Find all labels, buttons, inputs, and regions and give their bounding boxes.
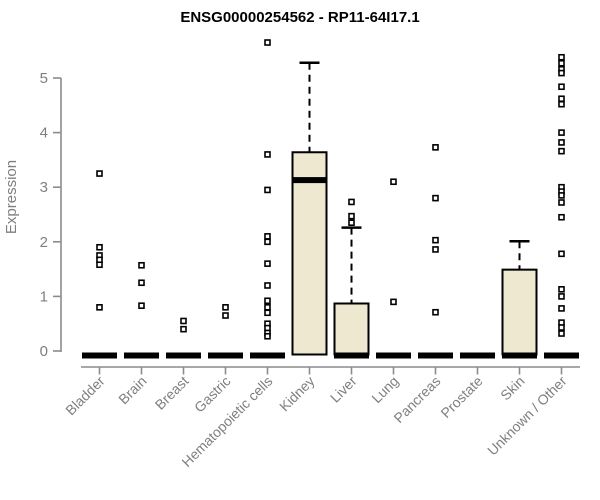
- outlier-point: [96, 304, 103, 311]
- outlier-point: [558, 293, 565, 300]
- outlier-point: [264, 297, 271, 305]
- y-tick-label: 3: [40, 179, 48, 196]
- x-tick-label: Pancreas: [390, 373, 443, 426]
- outlier-point: [264, 332, 271, 340]
- median-line: [502, 352, 537, 359]
- median-line: [166, 352, 201, 359]
- x-tick-label: Kidney: [276, 373, 318, 415]
- y-tick-label: 0: [40, 343, 48, 360]
- outlier-point: [180, 317, 187, 325]
- x-tick-label: Lung: [368, 373, 401, 406]
- outlier-point: [138, 279, 145, 287]
- outlier-point: [558, 213, 565, 221]
- median-line: [250, 352, 285, 359]
- y-tick-label: 5: [40, 70, 48, 87]
- x-tick-label: Brain: [115, 373, 149, 407]
- outlier-point: [558, 100, 565, 108]
- outlier-point: [264, 238, 271, 246]
- outlier-point: [264, 233, 271, 240]
- outlier-point: [432, 246, 439, 253]
- outlier-point: [138, 302, 145, 309]
- outlier-point: [138, 261, 145, 269]
- outlier-point: [264, 186, 271, 194]
- x-tick-label: Prostate: [437, 373, 485, 421]
- outlier-point: [558, 286, 565, 293]
- x-tick-label: Breast: [152, 373, 192, 413]
- outlier-point: [558, 95, 565, 103]
- median-line: [208, 352, 243, 359]
- y-axis-label: Expression: [3, 160, 20, 234]
- outlier-point: [558, 53, 565, 61]
- outlier-point: [264, 151, 271, 158]
- median-line: [82, 352, 117, 359]
- outlier-point: [432, 144, 439, 151]
- median-line: [376, 352, 411, 359]
- median-line: [544, 352, 579, 359]
- outlier-point: [558, 199, 565, 206]
- outlier-point: [558, 69, 565, 77]
- outlier-point: [348, 219, 355, 226]
- outlier-point: [558, 324, 565, 331]
- outlier-point: [558, 129, 565, 136]
- outlier-point: [96, 170, 103, 177]
- outlier-point: [222, 312, 229, 319]
- outlier-point: [348, 198, 355, 206]
- chart-title: ENSG00000254562 - RP11-64I17.1: [180, 9, 419, 26]
- outlier-point: [264, 282, 271, 289]
- median-line: [124, 352, 159, 359]
- x-tick-label: Bladder: [62, 373, 108, 419]
- y-tick-label: 4: [40, 125, 48, 142]
- box-skin: [501, 268, 538, 356]
- x-tick-label: Liver: [327, 373, 360, 406]
- outlier-point: [558, 250, 565, 258]
- outlier-point: [390, 178, 397, 186]
- median-line: [334, 352, 369, 359]
- outlier-point: [558, 192, 565, 199]
- outlier-point: [264, 309, 271, 317]
- outlier-point: [432, 236, 439, 244]
- outlier-point: [432, 194, 439, 202]
- outlier-point: [558, 305, 565, 312]
- outlier-point: [558, 139, 565, 146]
- x-tick-label: Unknown / Other: [484, 373, 570, 459]
- outlier-point: [96, 243, 103, 251]
- outlier-point: [222, 304, 229, 311]
- outlier-point: [96, 261, 103, 269]
- outlier-point: [264, 260, 271, 267]
- box-liver: [333, 302, 370, 356]
- outlier-point: [264, 39, 271, 46]
- outlier-point: [180, 325, 187, 333]
- outlier-point: [558, 83, 565, 91]
- box-kidney: [291, 151, 328, 356]
- outlier-point: [390, 298, 397, 306]
- median-line: [418, 352, 453, 359]
- median-line: [292, 177, 327, 184]
- outlier-point: [432, 308, 439, 316]
- outlier-point: [558, 147, 565, 155]
- outlier-point: [558, 330, 565, 337]
- outlier-point: [348, 212, 355, 220]
- y-tick-label: 2: [40, 234, 48, 251]
- x-tick-label: Skin: [497, 373, 528, 404]
- median-line: [460, 352, 495, 359]
- outlier-point: [558, 59, 565, 67]
- y-tick-label: 1: [40, 288, 48, 305]
- outlier-point: [264, 304, 271, 311]
